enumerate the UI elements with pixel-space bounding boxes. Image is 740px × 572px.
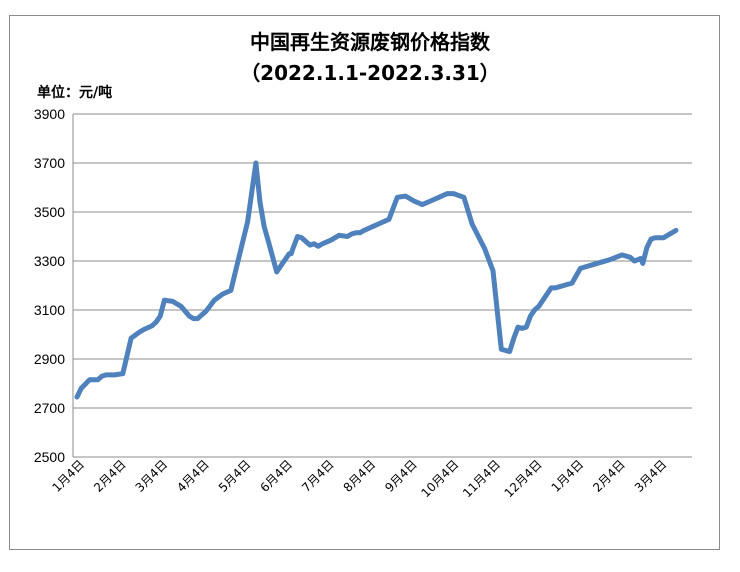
series-line <box>74 160 679 400</box>
x-tick-label: 4月4日 <box>174 457 212 495</box>
x-tick-label: 3月4日 <box>632 457 670 495</box>
x-tick-label: 9月4日 <box>382 457 420 495</box>
x-tick-label: 1月4日 <box>549 457 587 495</box>
y-tick-label: 2700 <box>34 400 65 416</box>
x-tick-label: 3月4日 <box>133 457 171 495</box>
x-tick-label: 7月4日 <box>299 457 337 495</box>
chart-frame <box>9 15 720 550</box>
y-tick-label: 3300 <box>34 253 65 269</box>
x-tick-label: 6月4日 <box>257 457 295 495</box>
chart-title: 中国再生资源废钢价格指数 <box>250 30 490 54</box>
unit-label: 单位：元/吨 <box>37 85 113 101</box>
x-tick-label: 11月4日 <box>460 457 503 500</box>
chart-subtitle: （2022.1.1-2022.3.31） <box>240 61 500 85</box>
x-tick-label: 2月4日 <box>91 457 129 495</box>
x-tick-label: 10月4日 <box>418 457 461 500</box>
x-tick-label: 8月4日 <box>341 457 379 495</box>
x-tick-label: 12月4日 <box>502 457 545 500</box>
y-tick-label: 3100 <box>34 302 65 318</box>
y-tick-label: 2500 <box>34 449 65 465</box>
x-tick-label: 2月4日 <box>590 457 628 495</box>
y-tick-label: 3900 <box>34 106 65 122</box>
y-tick-label: 3500 <box>34 204 65 220</box>
x-tick-label: 5月4日 <box>216 457 254 495</box>
y-tick-label: 2900 <box>34 351 65 367</box>
y-tick-label: 3700 <box>34 155 65 171</box>
